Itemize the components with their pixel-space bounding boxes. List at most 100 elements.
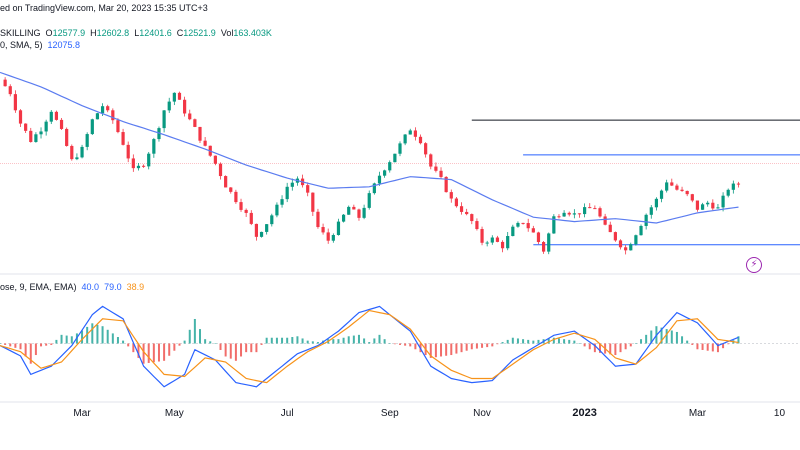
candle-body bbox=[244, 209, 248, 213]
macd-histogram-bar bbox=[383, 339, 386, 344]
macd-histogram-bar bbox=[409, 343, 412, 347]
macd-histogram-bar bbox=[163, 343, 166, 361]
candle-body bbox=[121, 132, 125, 145]
candle-body bbox=[352, 206, 356, 210]
candle-body bbox=[147, 153, 151, 167]
candle-body bbox=[459, 206, 464, 212]
candle-body bbox=[234, 191, 238, 203]
candle-body bbox=[439, 170, 443, 177]
candle-body bbox=[665, 182, 669, 191]
macd-histogram-bar bbox=[199, 329, 201, 344]
macd-histogram-bar bbox=[296, 336, 299, 344]
macd-histogram-bar bbox=[614, 343, 617, 356]
candle-body bbox=[465, 211, 469, 215]
candle-body bbox=[270, 215, 274, 225]
candle-body bbox=[726, 189, 730, 196]
candle-body bbox=[454, 198, 459, 207]
candle-body bbox=[618, 240, 623, 248]
macd-histogram-bar bbox=[291, 337, 294, 344]
macd-histogram-bar bbox=[583, 343, 586, 347]
candle-body bbox=[44, 121, 48, 132]
macd-histogram-bar bbox=[55, 339, 58, 344]
macd-histogram-bar bbox=[332, 339, 335, 344]
candle-body bbox=[541, 242, 546, 252]
macd-histogram-bar bbox=[157, 343, 160, 362]
macd-histogram-bar bbox=[316, 342, 319, 344]
macd-histogram-bar bbox=[111, 333, 114, 344]
candle-body bbox=[357, 209, 361, 218]
signal-line bbox=[0, 309, 739, 384]
time-axis-label: Jul bbox=[281, 408, 294, 419]
macd-histogram-bar bbox=[481, 343, 484, 348]
candle-body bbox=[167, 101, 171, 111]
macd-histogram-bar bbox=[106, 329, 109, 344]
macd-histogram-bar bbox=[722, 343, 725, 349]
candle-body bbox=[265, 224, 269, 232]
candle-body bbox=[659, 190, 664, 199]
candle-body bbox=[239, 202, 243, 210]
macd-histogram-bar bbox=[65, 335, 68, 344]
macd-histogram-bar bbox=[127, 343, 130, 347]
candle-body bbox=[203, 140, 207, 146]
macd-histogram-bar bbox=[281, 337, 284, 344]
candle-body bbox=[670, 182, 674, 186]
candle-body bbox=[54, 111, 59, 120]
macd-histogram-bar bbox=[640, 339, 643, 344]
candle-body bbox=[172, 92, 176, 102]
time-axis-label: Mar bbox=[73, 408, 91, 419]
candle-body bbox=[557, 216, 561, 218]
candle-body bbox=[49, 111, 53, 122]
macd-histogram-bar bbox=[378, 334, 381, 344]
candle-body bbox=[736, 183, 741, 185]
macd-histogram-bar bbox=[86, 326, 89, 344]
candle-body bbox=[598, 208, 602, 217]
macd-histogram-bar bbox=[173, 343, 176, 351]
candle-body bbox=[403, 134, 407, 144]
macd-histogram-bar bbox=[460, 343, 463, 353]
macd-histogram-bar bbox=[660, 327, 663, 344]
candle-body bbox=[13, 94, 17, 111]
macd-histogram-bar bbox=[532, 340, 535, 344]
candle-body bbox=[336, 221, 341, 236]
macd-histogram-bar bbox=[14, 343, 17, 348]
candle-body bbox=[3, 79, 7, 87]
macd-histogram-bar bbox=[50, 343, 53, 345]
macd-histogram-bar bbox=[81, 330, 84, 344]
macd-histogram-bar bbox=[609, 343, 612, 355]
candle-body bbox=[675, 185, 679, 190]
macd-histogram-bar bbox=[4, 343, 7, 345]
candle-body bbox=[434, 166, 438, 171]
macd-histogram-bar bbox=[342, 337, 345, 344]
candle-body bbox=[347, 206, 351, 215]
candle-body bbox=[695, 200, 700, 210]
time-axis-label: Sep bbox=[381, 408, 399, 419]
flash-icon[interactable]: ⚡ bbox=[746, 257, 762, 273]
candle-body bbox=[85, 134, 89, 147]
candle-body bbox=[398, 143, 402, 154]
candle-body bbox=[480, 229, 484, 243]
candle-body bbox=[424, 143, 428, 155]
macd-histogram-bar bbox=[214, 343, 217, 344]
macd-histogram-bar bbox=[486, 343, 489, 348]
time-axis-label: 2023 bbox=[572, 407, 596, 419]
macd-histogram-bar bbox=[34, 343, 37, 356]
candle-body bbox=[731, 183, 735, 190]
candle-body bbox=[418, 136, 423, 144]
candle-body bbox=[75, 157, 79, 160]
macd-histogram-bar bbox=[573, 340, 576, 344]
candle-body bbox=[177, 92, 182, 100]
candle-body bbox=[506, 236, 510, 249]
candle-body bbox=[470, 214, 474, 222]
candle-body bbox=[408, 130, 412, 135]
macd-histogram-bar bbox=[670, 330, 673, 344]
macd-histogram-bar bbox=[701, 343, 704, 350]
macd-histogram-bar bbox=[301, 338, 304, 344]
macd-histogram-bar bbox=[557, 338, 560, 344]
ohlc-legend: SKILLING O12577.9 H12602.8 L12401.6 C125… bbox=[0, 28, 272, 38]
macd-histogram-bar bbox=[234, 343, 237, 361]
candle-body bbox=[326, 232, 330, 241]
candle-body bbox=[649, 207, 653, 215]
candle-body bbox=[711, 202, 715, 209]
candle-body bbox=[690, 194, 694, 201]
